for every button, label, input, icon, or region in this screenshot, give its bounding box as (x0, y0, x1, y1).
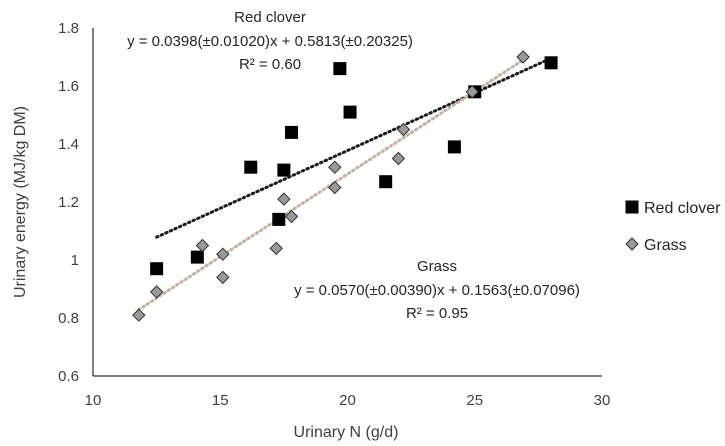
grass-point (278, 193, 290, 205)
red-clover-equation: y = 0.0398(±0.01020)x + 0.5813(±0.20325) (127, 33, 413, 50)
y-tick-label: 0.8 (58, 310, 79, 327)
red-clover-point (344, 106, 356, 118)
data-point-layer (133, 51, 557, 321)
x-tick-label: 20 (339, 392, 356, 409)
x-tick-label: 25 (466, 392, 483, 409)
x-tick-label: 15 (212, 392, 229, 409)
red-clover-point (545, 57, 557, 69)
red-clover-point (448, 141, 460, 153)
red-clover-point (245, 161, 257, 173)
x-tick-label: 30 (594, 392, 611, 409)
trendline-layer (139, 58, 551, 309)
y-tick-labels: 0.6 0.8 1 1.2 1.4 1.6 1.8 (58, 20, 79, 385)
y-tick-label: 1 (71, 252, 79, 269)
legend: Red clover Grass (626, 200, 721, 254)
legend-grass-label: Grass (644, 237, 687, 254)
red-clover-annotation-title: Red clover (234, 9, 306, 26)
grass-point (517, 51, 529, 63)
legend-red-clover-label: Red clover (644, 200, 721, 217)
y-tick-label: 0.6 (58, 368, 79, 385)
y-axis-title: Urinary energy (MJ/kg DM) (12, 106, 29, 298)
red-clover-point (278, 164, 290, 176)
grass-point (329, 182, 341, 194)
grass-point (217, 271, 229, 283)
axes (93, 28, 602, 376)
y-tick-label: 1.2 (58, 194, 79, 211)
y-tick-label: 1.4 (58, 136, 79, 153)
red-clover-point (191, 251, 203, 263)
x-tick-labels: 10 15 20 25 30 (85, 392, 611, 409)
red-clover-point (273, 213, 285, 225)
grass-point (133, 309, 145, 321)
red-clover-point (151, 263, 163, 275)
red-clover-r2: R² = 0.60 (239, 56, 301, 73)
legend-red-clover-marker (626, 201, 638, 213)
y-tick-label: 1.8 (58, 20, 79, 37)
grass-point (392, 153, 404, 165)
grass-annotation-title: Grass (417, 258, 457, 275)
grass-point (196, 240, 208, 252)
red-clover-point (380, 176, 392, 188)
x-axis-title: Urinary N (g/d) (294, 424, 399, 441)
grass-equation: y = 0.0570(±0.00390)x + 0.1563(±0.07096) (294, 282, 580, 299)
grass-point (329, 161, 341, 173)
red-clover-point (286, 126, 298, 138)
x-tick-label: 10 (85, 392, 102, 409)
grass-r2: R² = 0.95 (406, 305, 468, 322)
y-tick-label: 1.6 (58, 78, 79, 95)
legend-grass-marker (626, 238, 638, 250)
red-clover-trendline (157, 58, 551, 237)
grass-point (270, 242, 282, 254)
red-clover-point (334, 63, 346, 75)
